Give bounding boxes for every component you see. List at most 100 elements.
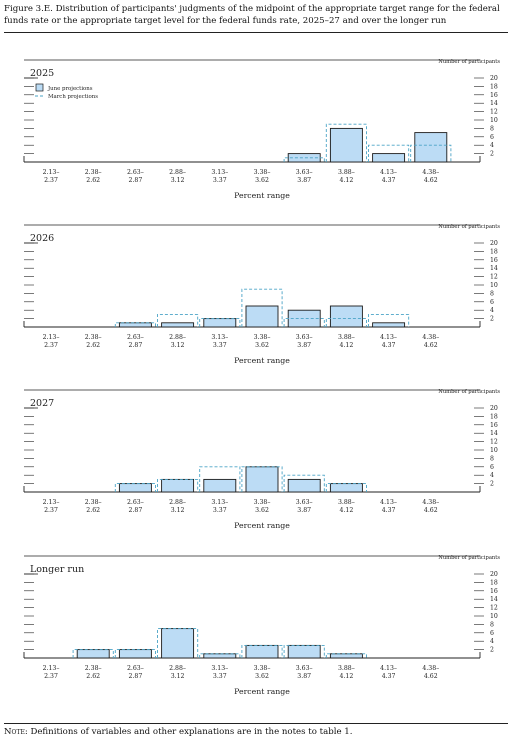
june-bar bbox=[161, 628, 195, 659]
y-tick-label: 2 bbox=[490, 151, 494, 158]
panel-title: 2027 bbox=[30, 398, 54, 409]
x-tick-label: 2.62 bbox=[86, 673, 100, 680]
x-tick-label: 3.63– bbox=[296, 499, 313, 506]
x-tick-label: 3.87 bbox=[297, 177, 311, 184]
panel-2025: 2025 Number of participants 2 4 6 8 10 12 14 16 18… bbox=[6, 59, 506, 240]
y-tick-label: 18 bbox=[490, 413, 498, 420]
x-tick-label: 2.88– bbox=[169, 169, 186, 176]
x-tick-label: 3.87 bbox=[297, 507, 311, 514]
y-tick-label: 10 bbox=[490, 613, 498, 620]
y-tick-label: 20 bbox=[490, 405, 498, 412]
y-tick-label: 8 bbox=[490, 455, 494, 462]
x-tick-label: 3.62 bbox=[255, 177, 269, 184]
x-tick-label: 2.13– bbox=[43, 499, 60, 506]
panel-title: 2026 bbox=[30, 233, 54, 244]
march-outline bbox=[199, 318, 241, 327]
x-tick-label: 4.62 bbox=[424, 342, 438, 349]
x-tick-label: 3.87 bbox=[297, 342, 311, 349]
x-tick-label: 3.38– bbox=[254, 499, 271, 506]
x-tick-label: 3.62 bbox=[255, 342, 269, 349]
x-tick-label: 3.38– bbox=[254, 665, 271, 672]
x-tick-label: 2.62 bbox=[86, 342, 100, 349]
panel-2027: 2027 Number of participants 2 4 6 8 10 12 14 16 18… bbox=[6, 389, 506, 570]
x-tick-label: 4.37 bbox=[382, 177, 396, 184]
x-tick-label: 2.87 bbox=[129, 673, 143, 680]
x-tick-label: 3.87 bbox=[297, 673, 311, 680]
x-tick-label: 2.62 bbox=[86, 177, 100, 184]
x-tick-label: 3.62 bbox=[255, 507, 269, 514]
y-tick-label: 12 bbox=[490, 109, 498, 116]
x-tick-label: 3.62 bbox=[255, 673, 269, 680]
june-bar bbox=[414, 132, 448, 163]
x-tick-label: 3.12 bbox=[171, 342, 185, 349]
x-tick-label: 2.63– bbox=[127, 334, 144, 341]
x-tick-label: 3.37 bbox=[213, 342, 227, 349]
y-tick-label: 12 bbox=[490, 605, 498, 612]
march-outline bbox=[283, 474, 325, 492]
march-outline bbox=[325, 318, 367, 327]
march-outline bbox=[72, 649, 114, 658]
x-tick-label: 2.38– bbox=[85, 665, 102, 672]
y-tick-label: 12 bbox=[490, 274, 498, 281]
top-rule bbox=[4, 32, 508, 33]
x-axis-label: Percent range bbox=[234, 356, 290, 365]
june-bar bbox=[329, 653, 363, 659]
y-tick-label: 4 bbox=[490, 142, 494, 149]
x-tick-label: 3.38– bbox=[254, 169, 271, 176]
x-tick-label: 3.88– bbox=[338, 169, 355, 176]
y-axis-label: Number of participants bbox=[438, 59, 500, 65]
march-outline bbox=[241, 288, 283, 327]
y-tick-label: 2 bbox=[490, 316, 494, 323]
x-tick-label: 3.12 bbox=[171, 507, 185, 514]
june-bar bbox=[329, 127, 363, 163]
march-outline bbox=[114, 649, 156, 658]
y-tick-label: 2 bbox=[490, 647, 494, 654]
legend-march-label: March projections bbox=[48, 94, 98, 100]
march-outline bbox=[114, 322, 156, 327]
x-tick-label: 2.88– bbox=[169, 334, 186, 341]
y-tick-label: 18 bbox=[490, 83, 498, 90]
march-outline bbox=[368, 313, 410, 327]
y-tick-label: 16 bbox=[490, 588, 498, 595]
x-tick-label: 3.88– bbox=[338, 665, 355, 672]
x-tick-label: 2.13– bbox=[43, 169, 60, 176]
x-tick-label: 3.37 bbox=[213, 673, 227, 680]
june-bar bbox=[203, 318, 237, 328]
y-tick-label: 16 bbox=[490, 257, 498, 264]
x-tick-label: 4.13– bbox=[380, 499, 397, 506]
y-tick-label: 10 bbox=[490, 447, 498, 454]
y-tick-label: 14 bbox=[490, 430, 498, 437]
june-bar bbox=[161, 478, 195, 493]
june-bar bbox=[245, 305, 279, 328]
panel-longer-run: Longer run Number of participants 2 4 6 8 10 12… bbox=[6, 555, 506, 736]
x-tick-label: 2.38– bbox=[85, 169, 102, 176]
x-tick-label: 2.37 bbox=[44, 673, 58, 680]
legend-june-swatch bbox=[35, 83, 44, 92]
x-tick-label: 3.13– bbox=[211, 169, 228, 176]
note-label: Note: bbox=[4, 727, 28, 737]
x-tick-label: 2.87 bbox=[129, 342, 143, 349]
x-tick-label: 2.13– bbox=[43, 334, 60, 341]
x-tick-label: 4.38– bbox=[422, 334, 439, 341]
june-bar bbox=[329, 305, 363, 328]
y-tick-label: 14 bbox=[490, 596, 498, 603]
x-tick-label: 2.38– bbox=[85, 334, 102, 341]
june-bar bbox=[161, 322, 195, 328]
y-tick-label: 2 bbox=[490, 481, 494, 488]
march-outline bbox=[283, 157, 325, 162]
bottom-rule bbox=[4, 723, 508, 724]
x-tick-label: 3.13– bbox=[211, 334, 228, 341]
x-tick-label: 4.37 bbox=[382, 673, 396, 680]
march-outline bbox=[199, 653, 241, 658]
y-tick-label: 8 bbox=[490, 290, 494, 297]
x-tick-label: 2.37 bbox=[44, 342, 58, 349]
x-tick-label: 3.88– bbox=[338, 499, 355, 506]
y-tick-label: 8 bbox=[490, 125, 494, 132]
y-axis-label: Number of participants bbox=[438, 555, 500, 561]
x-tick-label: 3.12 bbox=[171, 673, 185, 680]
x-tick-label: 3.12 bbox=[171, 177, 185, 184]
june-bar bbox=[203, 478, 237, 493]
